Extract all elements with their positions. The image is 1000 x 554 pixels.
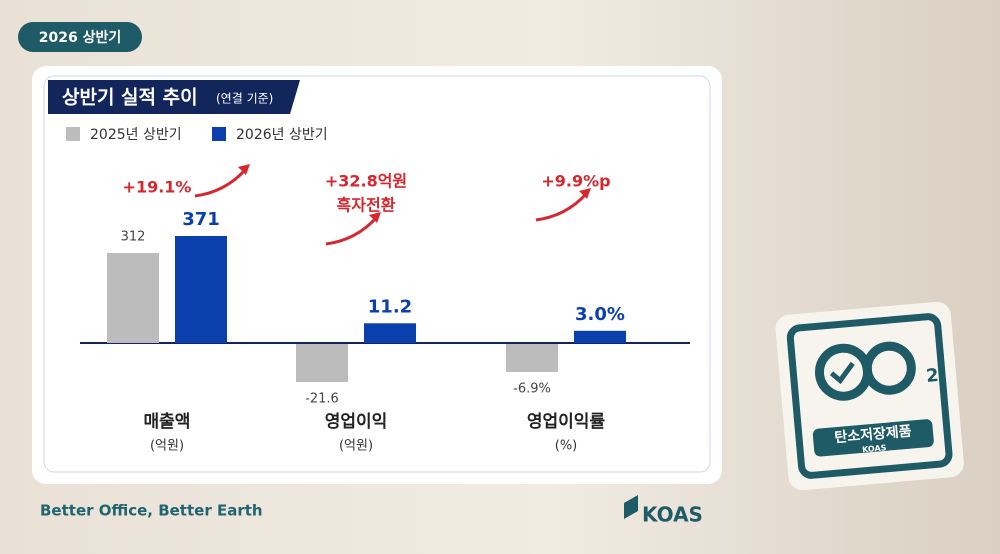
logo-mark: [624, 495, 638, 519]
bar: [364, 323, 416, 343]
change-label: 흑자전환: [337, 196, 396, 215]
slogan: Better Office, Better Earth: [40, 502, 263, 520]
change-arrow: [535, 192, 588, 222]
cert-sub: 2: [925, 365, 939, 387]
group-unit: (억원): [339, 439, 373, 454]
change-label: +19.1%: [123, 178, 192, 197]
change-label: +32.8억원: [325, 172, 407, 191]
group-unit: (%): [555, 439, 578, 454]
cert-brand: KOAS: [862, 443, 887, 454]
bar: [175, 236, 227, 343]
badge-bg: [18, 22, 142, 52]
change-arrow: [194, 168, 247, 198]
legend-label: 2026년 상반기: [236, 127, 328, 143]
title-box: [48, 80, 300, 114]
value-label: -6.9%: [513, 382, 551, 397]
arrow-head: [579, 188, 591, 199]
group-label: 영업이익: [325, 412, 388, 432]
cert-check: [829, 361, 855, 385]
arrow-head: [369, 212, 381, 223]
value-label: 371: [182, 209, 220, 230]
value-label: 11.2: [368, 296, 412, 317]
certificate: 2 탄소저장제품 KOAS: [775, 301, 964, 491]
bar: [574, 330, 626, 343]
logo: KOAS: [642, 503, 703, 527]
panel: [32, 66, 722, 484]
arrow-head: [238, 164, 250, 175]
bar: [107, 253, 159, 343]
panel-border: [43, 75, 711, 473]
cert-o: [862, 341, 916, 395]
panel-subtitle: (연결 기준): [216, 92, 273, 106]
cert-text: 탄소저장제품: [834, 423, 913, 447]
value-label: -21.6: [305, 392, 339, 407]
value-label: 3.0%: [575, 304, 625, 325]
group-label: 매출액: [144, 412, 191, 432]
value-label: 312: [121, 230, 146, 245]
badge: 2026 상반기: [39, 29, 121, 46]
bar: [296, 344, 348, 382]
cert-frame: [786, 313, 953, 479]
bar: [506, 344, 558, 372]
change-label: +9.9%p: [541, 172, 610, 191]
legend-swatch: [212, 127, 226, 141]
group-unit: (억원): [150, 439, 184, 454]
legend-swatch: [66, 127, 80, 141]
group-label: 영업이익률: [527, 412, 606, 432]
panel-title: 상반기 실적 추이: [62, 87, 198, 109]
legend-label: 2025년 상반기: [90, 127, 182, 143]
cert-label-bg: [812, 419, 934, 457]
change-arrow: [325, 216, 378, 246]
